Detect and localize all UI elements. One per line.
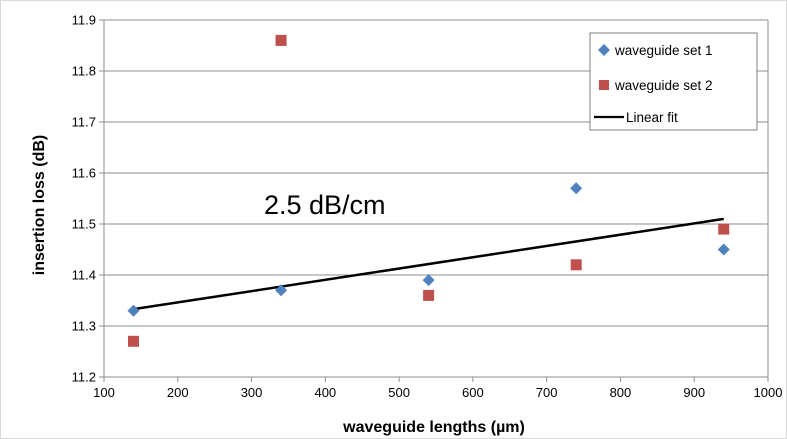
x-tick-label: 300	[241, 385, 263, 400]
x-tick-label: 500	[388, 385, 410, 400]
x-tick-label: 900	[683, 385, 705, 400]
y-axis-title: insertion loss (dB)	[31, 135, 48, 275]
x-tick-label: 600	[462, 385, 484, 400]
y-tick-label: 11.2	[72, 370, 96, 385]
y-tick-label: 11.5	[72, 217, 96, 232]
x-tick-label: 200	[167, 385, 189, 400]
point-set-2-square	[570, 259, 582, 271]
point-set-1-diamond	[422, 274, 435, 287]
x-tick-label: 700	[536, 385, 558, 400]
legend-label-set-2: waveguide set 2	[614, 78, 713, 93]
tick-labels: 11.2 11.3 11.4 11.5 11.6 11.7 11.8 11.9 100 200 30…	[72, 13, 783, 401]
x-tick-label: 100	[93, 385, 115, 400]
axes	[99, 19, 769, 382]
y-tick-label: 11.3	[72, 319, 96, 334]
point-set-2-square	[275, 34, 287, 46]
point-set-1-diamond	[570, 182, 583, 195]
point-set-2-square	[718, 223, 730, 235]
data-points	[127, 34, 730, 347]
y-tick-label: 11.7	[72, 115, 96, 130]
x-tick-label: 400	[314, 385, 336, 400]
point-set-1-diamond	[717, 243, 730, 256]
legend-label-set-1: waveguide set 1	[614, 43, 713, 58]
x-tick-label: 800	[610, 385, 632, 400]
linear-fit-line	[133, 217, 724, 311]
y-tick-label: 11.8	[72, 64, 96, 79]
legend: waveguide set 1 waveguide set 2 Linear f…	[589, 32, 758, 131]
legend-box	[589, 32, 758, 131]
point-set-2-square	[128, 335, 140, 347]
legend-marker-set-1-diamond-icon	[598, 44, 610, 56]
x-tick-label: 1000	[754, 385, 783, 400]
point-set-2-square	[423, 289, 435, 301]
y-tick-label: 11.6	[72, 166, 96, 181]
legend-marker-set-2-square-icon	[599, 80, 609, 90]
x-axis-title: waveguide lengths (µm)	[342, 419, 525, 436]
linear-fit-line	[133, 217, 724, 311]
slope-annotation: 2.5 dB/cm	[264, 190, 386, 220]
point-set-1-diamond	[127, 304, 140, 317]
legend-label-linear-fit: Linear fit	[626, 110, 678, 125]
y-tick-label: 11.4	[72, 268, 96, 283]
y-tick-label: 11.9	[72, 13, 96, 28]
point-set-1-diamond	[275, 284, 288, 297]
